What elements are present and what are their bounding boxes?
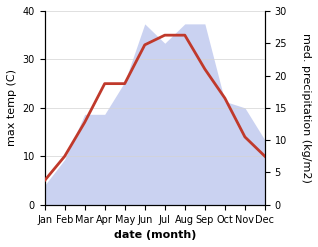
Y-axis label: max temp (C): max temp (C) <box>7 69 17 146</box>
X-axis label: date (month): date (month) <box>114 230 196 240</box>
Y-axis label: med. precipitation (kg/m2): med. precipitation (kg/m2) <box>301 33 311 183</box>
